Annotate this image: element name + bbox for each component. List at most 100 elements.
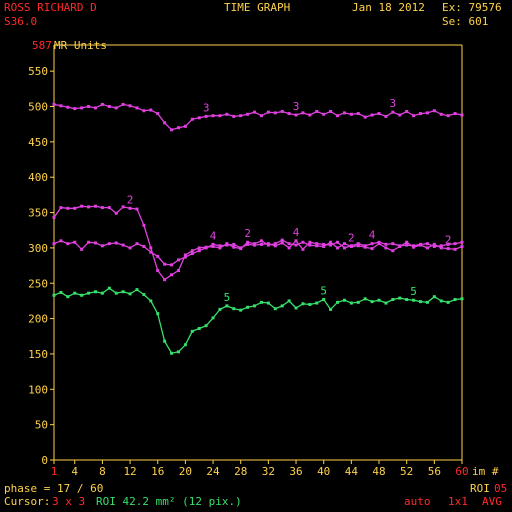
- data-point: [73, 240, 77, 244]
- data-point: [439, 246, 443, 250]
- data-point: [52, 216, 56, 220]
- mode-scale[interactable]: 1x1: [448, 495, 468, 508]
- data-point: [425, 300, 429, 304]
- roi-number[interactable]: 05: [494, 482, 508, 495]
- data-point: [301, 247, 305, 251]
- exam-date: Jan 18 2012: [352, 1, 425, 14]
- data-point: [114, 241, 118, 245]
- x-tick-label: 52: [400, 465, 413, 478]
- data-point: [93, 241, 97, 245]
- data-point: [412, 114, 416, 118]
- data-point: [460, 240, 464, 244]
- data-point: [370, 113, 374, 117]
- data-point: [266, 242, 270, 246]
- data-point: [412, 298, 416, 302]
- data-point: [266, 110, 270, 114]
- data-point: [336, 114, 340, 118]
- data-point: [197, 116, 201, 120]
- data-point: [149, 108, 153, 112]
- data-point: [301, 111, 305, 115]
- data-point: [391, 242, 395, 246]
- data-point: [356, 300, 360, 304]
- data-point: [59, 206, 63, 210]
- data-point: [218, 307, 222, 311]
- data-point: [107, 286, 111, 290]
- data-point: [107, 242, 111, 246]
- roi-info: ROI 42.2 mm² (12 pix.): [96, 495, 242, 508]
- x-tick-label: 20: [179, 465, 192, 478]
- x-tick-label: 4: [71, 465, 78, 478]
- data-point: [142, 293, 146, 297]
- data-point: [197, 327, 201, 331]
- data-point: [322, 242, 326, 246]
- data-point: [149, 246, 153, 250]
- x-axis-label: im #: [472, 465, 499, 478]
- data-point: [384, 242, 388, 246]
- data-point: [259, 242, 263, 246]
- data-point: [239, 246, 243, 250]
- x-tick-label: 40: [317, 465, 330, 478]
- data-point: [280, 238, 284, 242]
- data-point: [294, 243, 298, 247]
- data-point: [336, 240, 340, 244]
- data-point: [66, 295, 70, 299]
- series-label: 5: [320, 285, 327, 298]
- data-point: [59, 290, 63, 294]
- data-point: [163, 339, 167, 343]
- data-point: [370, 242, 374, 246]
- data-point: [170, 263, 174, 267]
- data-point: [446, 114, 450, 118]
- data-point: [135, 106, 139, 110]
- y-tick-label: 500: [28, 101, 48, 114]
- data-point: [100, 102, 104, 106]
- x-tick-label: 24: [206, 465, 220, 478]
- data-point: [87, 205, 91, 209]
- data-point: [439, 299, 443, 303]
- y-tick-label: 50: [35, 419, 48, 432]
- data-point: [370, 247, 374, 251]
- data-point: [315, 301, 319, 305]
- data-point: [280, 241, 284, 245]
- data-point: [52, 102, 56, 106]
- data-point: [315, 242, 319, 246]
- data-point: [204, 114, 208, 118]
- data-point: [218, 244, 222, 248]
- series-label: 2: [445, 234, 452, 247]
- data-point: [225, 112, 229, 116]
- mode-auto[interactable]: auto: [404, 495, 431, 508]
- data-point: [93, 106, 97, 110]
- data-point: [73, 206, 77, 210]
- series-label: 3: [390, 97, 397, 110]
- data-point: [405, 298, 409, 302]
- y-tick-label: 0: [41, 454, 48, 467]
- data-point: [349, 244, 353, 248]
- data-point: [100, 244, 104, 248]
- data-point: [439, 112, 443, 116]
- y-tick-label: 350: [28, 207, 48, 220]
- data-point: [322, 112, 326, 116]
- data-point: [322, 298, 326, 302]
- x-tick-label: 28: [234, 465, 247, 478]
- x-tick-label: 44: [345, 465, 359, 478]
- data-point: [87, 240, 91, 244]
- data-point: [218, 114, 222, 118]
- y-tick-label: 450: [28, 136, 48, 149]
- data-point: [121, 102, 125, 106]
- data-point: [142, 244, 146, 248]
- cursor-size[interactable]: 3 x 3: [52, 495, 86, 508]
- data-point: [391, 110, 395, 114]
- data-point: [419, 242, 423, 246]
- y-tick-label: 250: [28, 277, 48, 290]
- data-point: [225, 243, 229, 247]
- x-tick-label: 8: [99, 465, 106, 478]
- data-point: [363, 244, 367, 248]
- series-label: 4: [293, 226, 300, 239]
- data-point: [446, 300, 450, 304]
- data-point: [156, 112, 160, 116]
- data-point: [273, 111, 277, 115]
- data-point: [432, 109, 436, 113]
- data-point: [432, 244, 436, 248]
- data-point: [239, 308, 243, 312]
- data-point: [183, 343, 187, 347]
- mode-avg[interactable]: AVG: [482, 495, 502, 508]
